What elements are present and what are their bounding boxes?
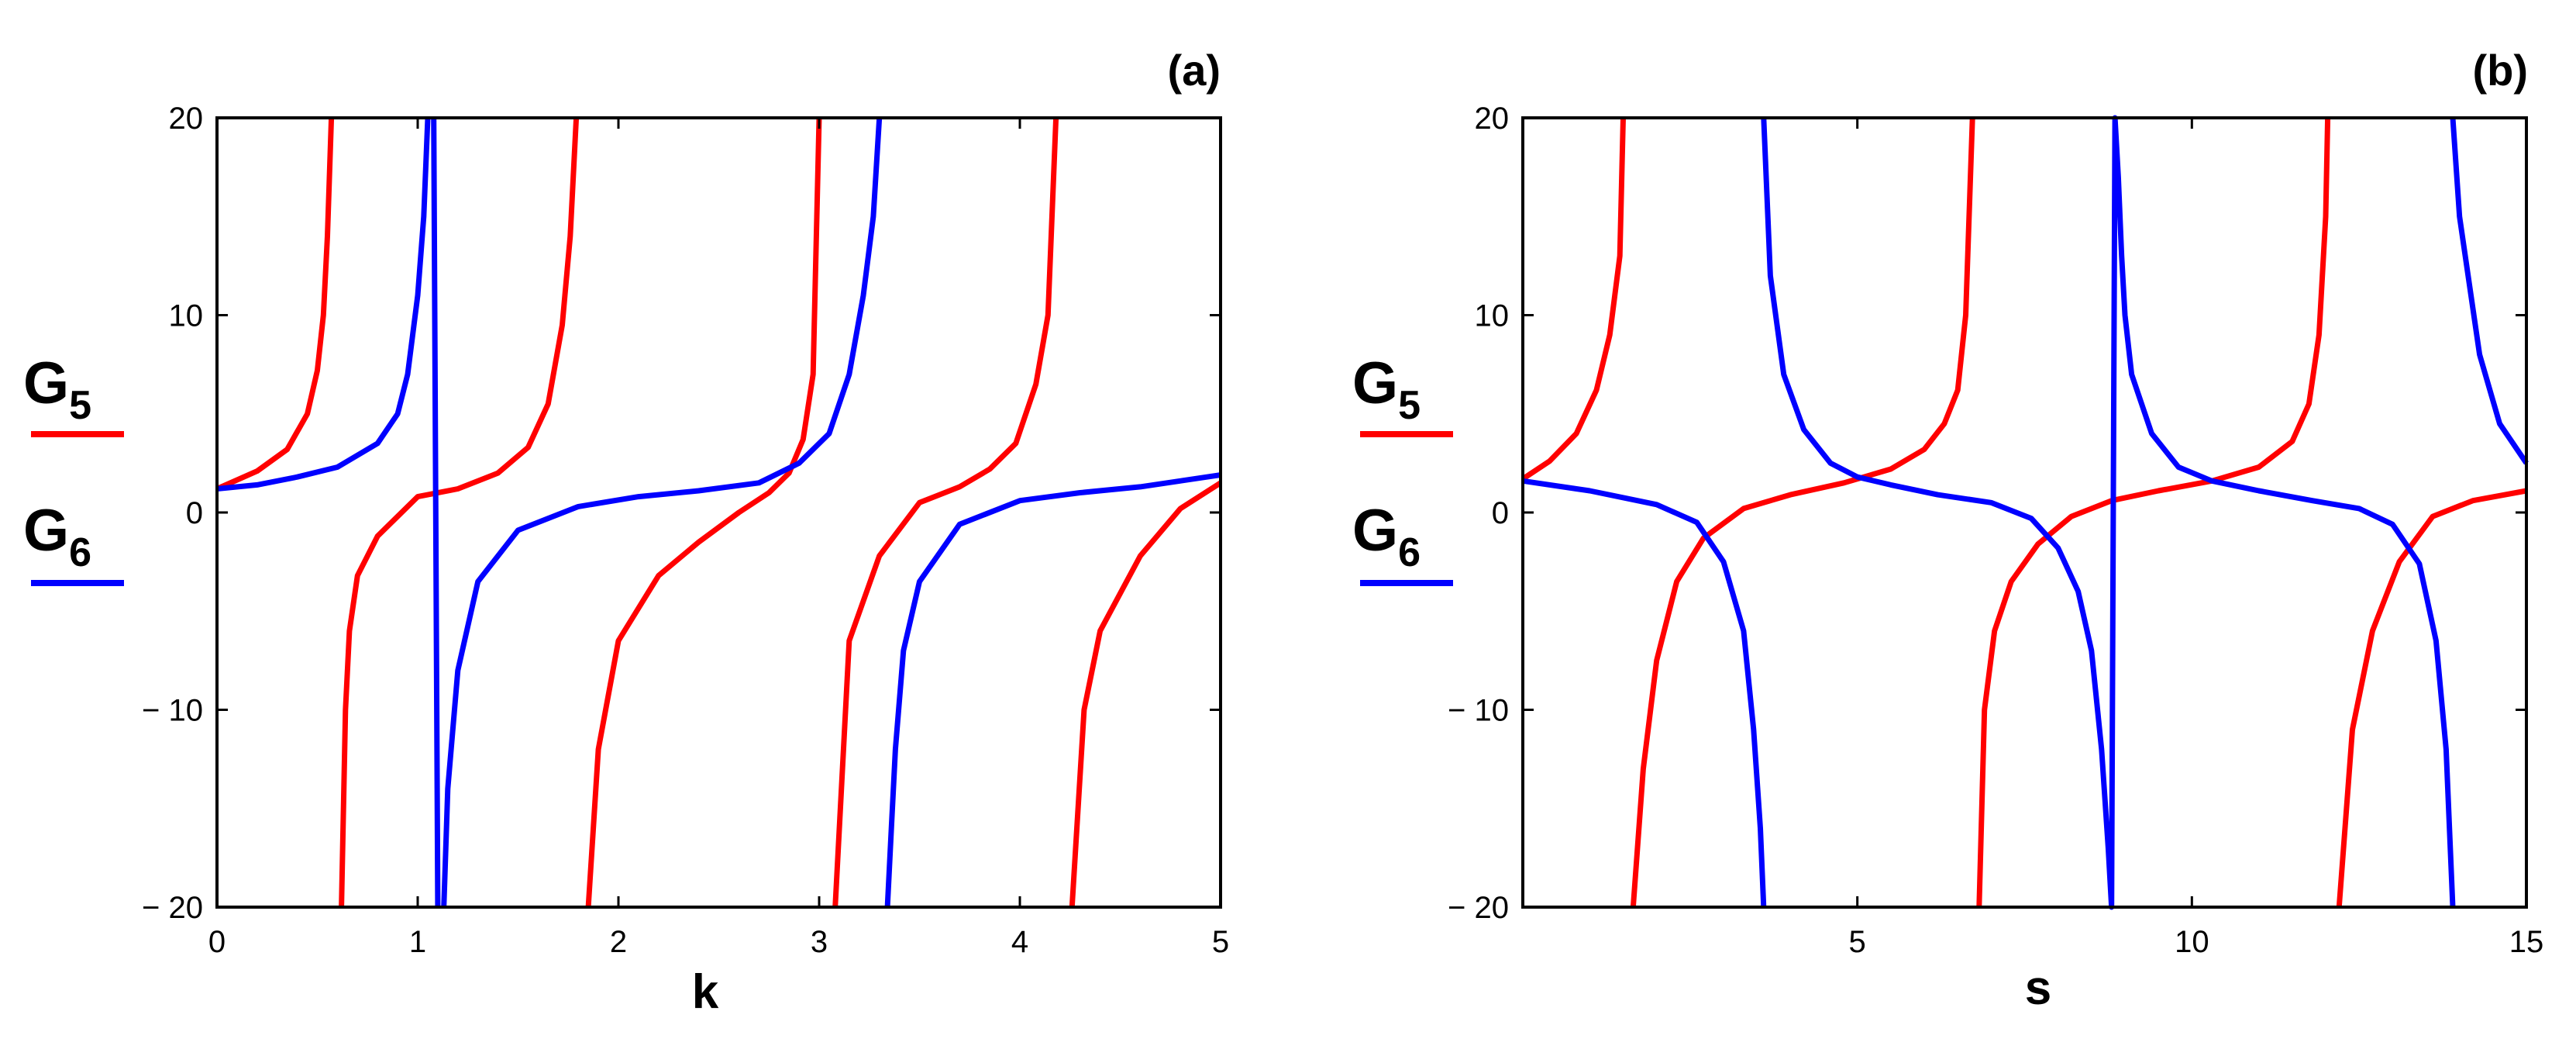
y-tick-label: 0 (186, 496, 203, 530)
y-tick-label: − 20 (142, 891, 203, 925)
x-tick-label: 3 (811, 925, 828, 959)
x-tick-label: 5 (1849, 925, 1866, 959)
y-tick-label: 10 (169, 299, 204, 333)
x-tick-labels-a: 0 1 2 3 4 5 (208, 118, 1229, 959)
x-axis-label-a: k (692, 965, 719, 1019)
x-tick-label: 10 (2175, 925, 2209, 959)
series-line-g5-a (215, 117, 1222, 908)
y-tick-labels-a: 20 10 0 − 10 − 20 (142, 102, 1221, 925)
y-tick-label: 20 (169, 102, 204, 136)
x-tick-label: 1 (409, 925, 426, 959)
x-tick-label: 2 (610, 925, 627, 959)
legend-name-g6-a: G6 (23, 498, 91, 575)
y-tick-label: 0 (1492, 496, 1509, 530)
y-tick-label: 20 (1475, 102, 1510, 136)
legend-name-g6-b: G6 (1352, 498, 1421, 575)
series-line-g6-a (216, 117, 1221, 908)
y-tick-label: − 20 (1448, 891, 1509, 925)
y-tick-label: 10 (1475, 299, 1510, 333)
legend-entry-g6-a: G6 (23, 498, 124, 586)
series-line-g6-b (1522, 115, 2529, 910)
plot-curves-b (1521, 115, 2529, 910)
legend-a: G5 G6 (23, 350, 124, 586)
x-tick-label: 0 (208, 925, 226, 959)
legend-b: G5 G6 (1352, 350, 1453, 586)
x-tick-labels-b: 5 10 15 (1849, 118, 2544, 959)
legend-name-g5-a: G5 (23, 350, 91, 428)
x-tick-label: 4 (1011, 925, 1028, 959)
y-tick-label: − 10 (1448, 694, 1509, 728)
legend-entry-g6-b: G6 (1352, 498, 1453, 586)
legend-entry-g5-b: G5 (1352, 350, 1453, 437)
x-axis-label-b: s (2025, 961, 2051, 1015)
legend-name-g5-b: G5 (1352, 350, 1421, 428)
legend-entry-g5-a: G5 (23, 350, 124, 437)
y-tick-labels-b: 20 10 0 − 10 − 20 (1448, 102, 2526, 925)
series-line-g5-b (1521, 117, 2527, 908)
plot-frame-a (215, 116, 1222, 909)
chart-panel-b: (b) 20 10 0 − 10 − 20 5 10 15 s G5 G6 (1352, 46, 2543, 1015)
panel-label-b: (b) (2472, 46, 2528, 95)
x-tick-label: 15 (2509, 925, 2544, 959)
plot-curves-a (215, 117, 1222, 908)
x-tick-label: 5 (1212, 925, 1229, 959)
chart-panel-a: (a) 20 10 0 − 10 − 20 0 1 2 3 4 5 k G5 G6 (23, 46, 1229, 1019)
y-tick-label: − 10 (142, 694, 203, 728)
panel-label-a: (a) (1168, 46, 1221, 95)
